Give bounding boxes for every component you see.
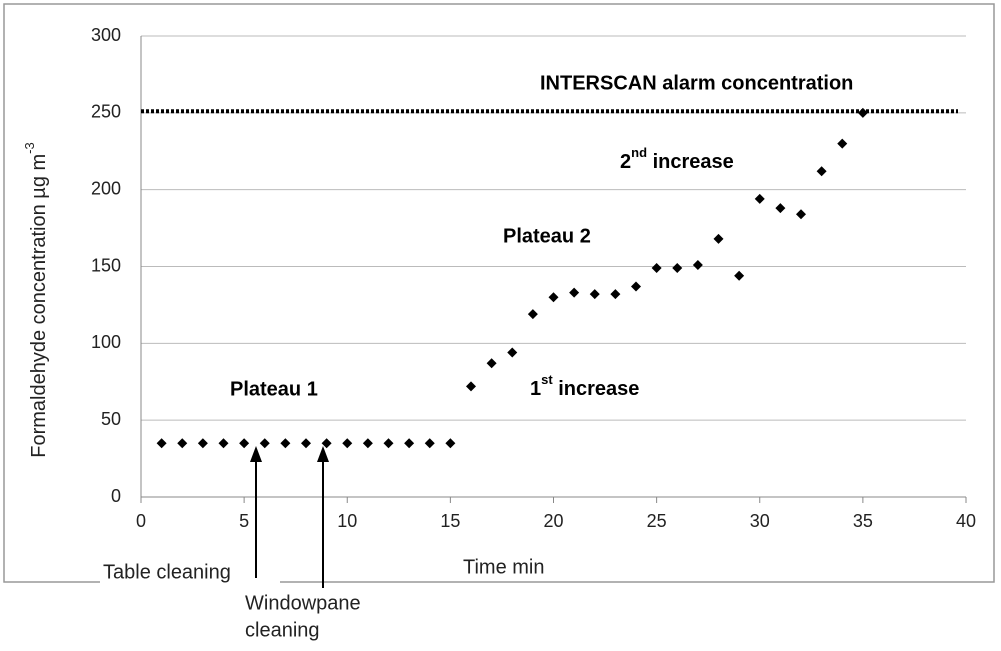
- point: [589, 289, 600, 300]
- point: [342, 438, 353, 449]
- annotation-sup: nd: [631, 145, 647, 160]
- y-tick-label: 300: [91, 25, 121, 45]
- point: [466, 381, 476, 392]
- x-tick-label: 20: [543, 511, 563, 531]
- table-cleaning-label: Table cleaning: [103, 561, 231, 583]
- chart-frame: [3, 3, 995, 583]
- point: [796, 209, 806, 220]
- plateau-2-annotation: Plateau 2: [503, 225, 591, 247]
- x-tick-label: 40: [956, 511, 976, 531]
- annotation-part: increase: [553, 378, 640, 400]
- windowpane-label: cleaning: [245, 619, 320, 641]
- annotation-sup: st: [541, 372, 553, 387]
- annotation-part: 2: [620, 151, 631, 173]
- x-tick-label: 10: [337, 511, 357, 531]
- point: [857, 107, 868, 118]
- point: [507, 347, 518, 358]
- y-tick-label: 100: [91, 332, 121, 352]
- point: [837, 138, 848, 149]
- y-tick-label: 0: [111, 486, 121, 506]
- point: [610, 289, 621, 300]
- point: [218, 438, 229, 449]
- point: [734, 270, 745, 281]
- point: [569, 287, 580, 298]
- second-increase-annotation: 2nd increase: [620, 145, 734, 173]
- point: [445, 438, 456, 449]
- point: [383, 438, 394, 449]
- point: [527, 309, 538, 320]
- point: [177, 438, 188, 449]
- x-tick-label: 5: [239, 511, 249, 531]
- point: [486, 358, 497, 369]
- windowpane-label: Windowpane: [245, 592, 361, 614]
- point: [156, 438, 167, 449]
- y-tick-label: 200: [91, 178, 121, 198]
- plot: 0 50 100 150 200 250 300 0 5 10 15 20 25 30 35 40: [91, 25, 976, 531]
- arrow-head: [317, 446, 329, 462]
- x-tick-label: 35: [853, 511, 873, 531]
- y-tick-label: 250: [91, 102, 121, 122]
- y-axis-label-sup: -3: [22, 142, 37, 154]
- x-tick-label: 25: [647, 511, 667, 531]
- point: [424, 438, 435, 449]
- point: [239, 438, 250, 449]
- point: [197, 438, 208, 449]
- point: [692, 259, 703, 270]
- x-axis-label: Time min: [463, 556, 544, 578]
- alarm-annotation: INTERSCAN alarm concentration: [540, 72, 853, 94]
- point: [713, 233, 724, 244]
- y-axis-label: Formaldehyde concentration µg m-3: [22, 142, 50, 457]
- point: [301, 438, 311, 449]
- x-tick-label: 15: [440, 511, 460, 531]
- arrow-head: [250, 446, 262, 462]
- point: [631, 281, 641, 292]
- y-tick-label: 150: [91, 255, 121, 275]
- label-backing: [100, 560, 280, 590]
- point: [651, 263, 662, 274]
- point: [280, 438, 291, 449]
- point: [775, 203, 786, 214]
- point: [816, 166, 827, 177]
- annotation-part: increase: [647, 151, 734, 173]
- annotation-part: 1: [530, 378, 541, 400]
- x-tick-label: 30: [750, 511, 770, 531]
- y-axis-label-text: Formaldehyde concentration µg m: [28, 154, 50, 458]
- point: [362, 438, 373, 449]
- point: [672, 263, 683, 274]
- x-tick-label: 0: [136, 511, 146, 531]
- point: [321, 438, 332, 449]
- y-tick-label: 50: [101, 409, 121, 429]
- point: [259, 438, 270, 449]
- point: [404, 438, 415, 449]
- plateau-1-annotation: Plateau 1: [230, 378, 318, 400]
- point: [548, 292, 559, 303]
- point: [754, 193, 765, 204]
- first-increase-annotation: 1st increase: [530, 372, 639, 400]
